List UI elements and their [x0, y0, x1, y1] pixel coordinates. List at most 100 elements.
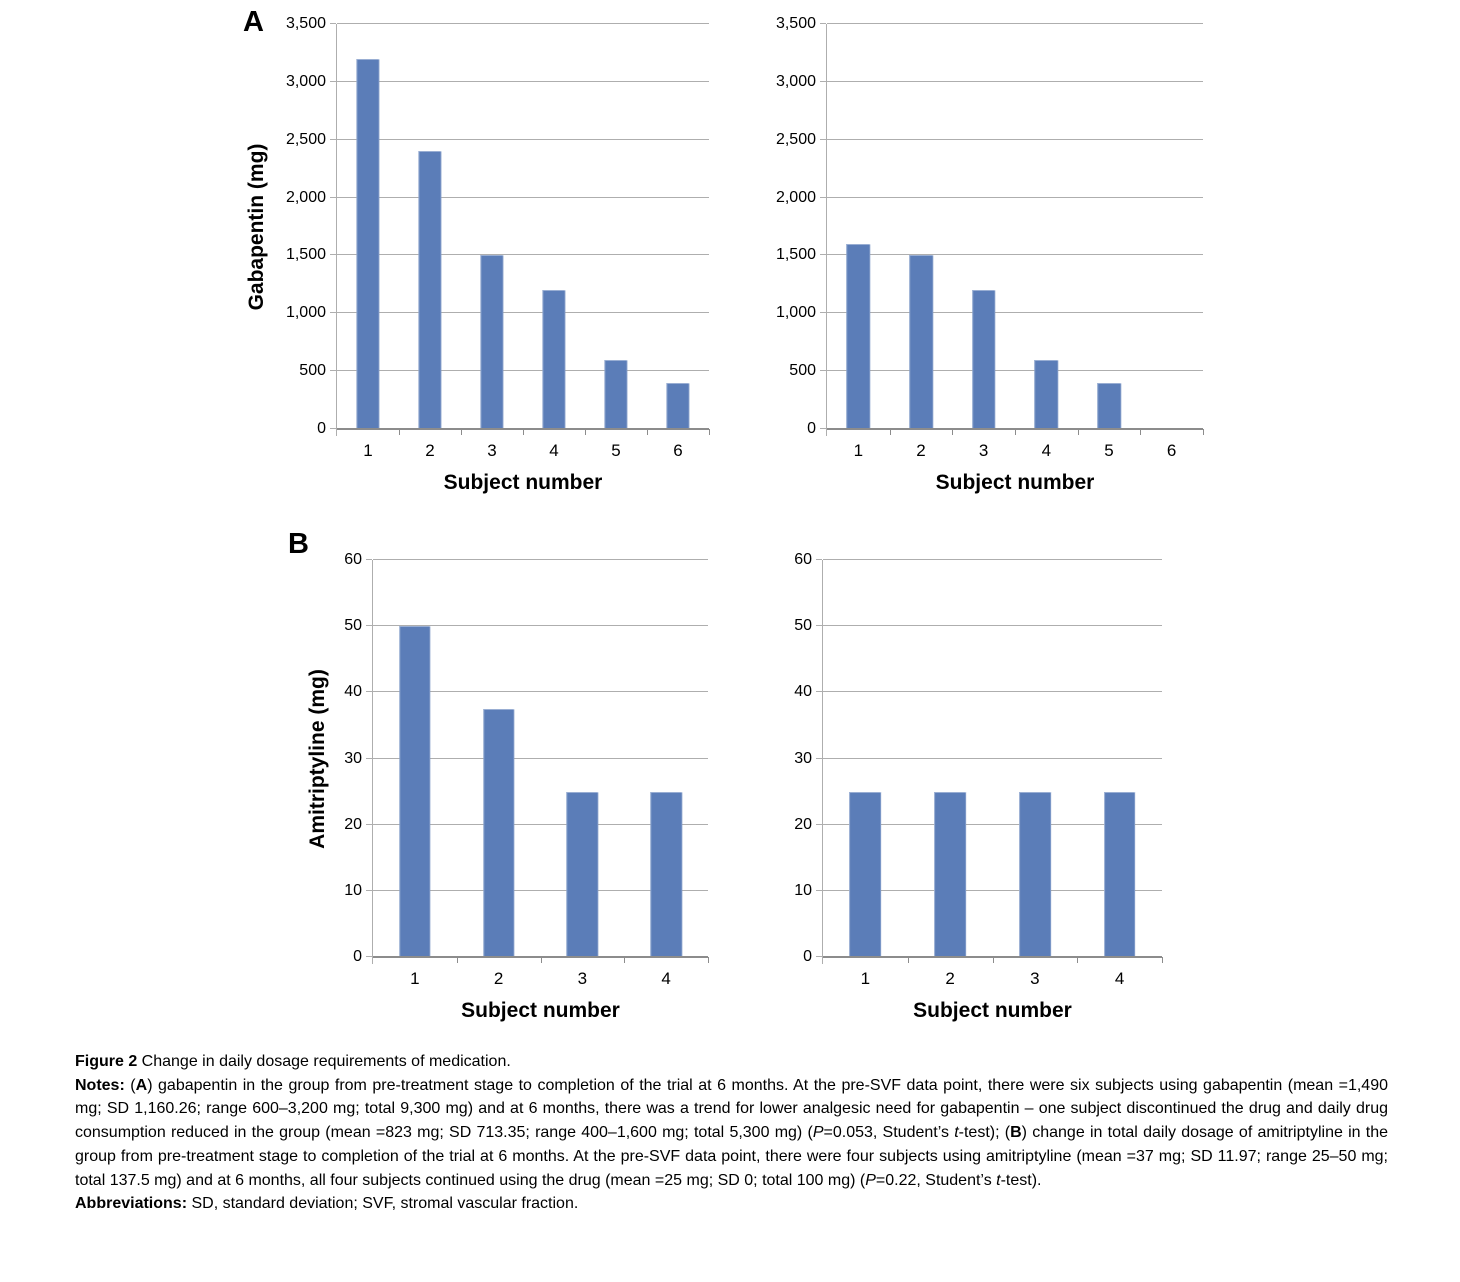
- x-tick-mark: [523, 429, 524, 435]
- figure-title-line: Figure 2 Change in daily dosage requirem…: [75, 1050, 1388, 1074]
- y-tick-mark: [330, 196, 336, 198]
- x-tick-label: 4: [1114, 969, 1125, 988]
- chart-amitriptyline-pretreatment: 0 10 20 30 40 50 60 1 2 3 4 Subject number Amitripty…: [306, 551, 709, 1022]
- x-tick-label: 6: [1166, 441, 1177, 460]
- x-tick-mark: [1203, 429, 1204, 435]
- bar-subject-1: [356, 58, 380, 429]
- y-tick-mark: [330, 254, 336, 256]
- gridline: [823, 691, 1162, 693]
- bar-subject-2: [482, 708, 515, 957]
- y-tick-label: 30: [794, 749, 812, 767]
- x-tick-mark: [456, 957, 458, 963]
- y-tick-label: 2,000: [775, 188, 816, 206]
- y-tick-mark: [330, 80, 336, 82]
- gridline: [827, 23, 1203, 24]
- x-tick-mark: [461, 429, 462, 435]
- x-axis-title: Subject number: [461, 999, 620, 1022]
- y-axis-line: [372, 560, 373, 964]
- y-tick-mark: [820, 254, 826, 256]
- y-tick-label: 1,000: [285, 304, 326, 322]
- gridline: [337, 370, 709, 372]
- x-tick-mark: [624, 957, 626, 963]
- x-tick-label: 5: [611, 441, 621, 460]
- y-tick-label: 30: [344, 749, 362, 767]
- gridline: [827, 254, 1203, 256]
- gridline: [337, 80, 709, 82]
- x-tick-label: 1: [410, 969, 420, 988]
- y-tick-mark: [816, 691, 822, 693]
- y-tick-label: 0: [317, 420, 326, 437]
- y-tick-label: 1,500: [775, 246, 816, 264]
- y-tick-mark: [820, 23, 826, 24]
- x-tick-mark: [540, 957, 542, 963]
- gridline: [337, 138, 709, 140]
- y-tick-mark: [366, 625, 372, 627]
- x-tick-mark: [1162, 957, 1163, 963]
- x-tick-label: 1: [853, 441, 864, 460]
- figure-caption: Figure 2 Change in daily dosage requirem…: [75, 1050, 1388, 1216]
- y-tick-mark: [816, 823, 822, 825]
- gridline: [823, 889, 1162, 891]
- bar-subject-2: [934, 791, 967, 957]
- gridline: [827, 370, 1203, 372]
- gridline: [337, 312, 709, 314]
- bar-subject-1: [849, 791, 882, 957]
- y-tick-mark: [816, 625, 822, 627]
- y-tick-label: 3,000: [775, 72, 816, 90]
- y-tick-mark: [820, 80, 826, 82]
- figure-notes: Notes: (A) gabapentin in the group from …: [75, 1076, 1389, 1189]
- x-tick-label: 1: [860, 969, 871, 988]
- x-tick-label: 4: [549, 441, 559, 460]
- y-tick-label: 40: [794, 683, 812, 701]
- x-tick-mark: [647, 429, 648, 435]
- bar-subject-1: [846, 243, 871, 429]
- y-tick-label: 0: [353, 948, 362, 965]
- y-tick-label: 50: [794, 617, 812, 635]
- bar-subject-3: [480, 255, 504, 429]
- y-tick-label: 1,500: [285, 246, 326, 264]
- x-tick-label: 2: [945, 969, 955, 988]
- figure-abbreviations: Abbreviations: SD, standard deviation; S…: [75, 1192, 1388, 1216]
- bar-subject-4: [1103, 791, 1136, 957]
- y-tick-mark: [366, 889, 372, 891]
- y-tick-mark: [366, 691, 372, 693]
- notes-label: Notes:: [75, 1076, 125, 1094]
- gridline: [823, 823, 1162, 825]
- x-tick-mark: [399, 429, 400, 435]
- y-tick-mark: [820, 370, 826, 372]
- x-tick-mark: [1140, 429, 1142, 435]
- y-axis-line: [826, 24, 827, 436]
- y-axis-title: Gabapentin (mg): [245, 143, 268, 310]
- gridline: [823, 625, 1162, 627]
- bar-subject-4: [650, 791, 682, 957]
- gridline: [373, 559, 708, 560]
- bar-subject-3: [971, 290, 996, 429]
- gridline: [373, 757, 708, 759]
- y-tick-mark: [820, 428, 826, 429]
- y-tick-mark: [816, 889, 822, 891]
- bar-subject-3: [566, 791, 599, 957]
- gridline: [337, 196, 709, 198]
- x-tick-mark: [1077, 957, 1079, 963]
- y-tick-mark: [330, 428, 336, 429]
- y-tick-label: 0: [807, 420, 816, 437]
- y-tick-mark: [366, 956, 372, 957]
- chart-amitriptyline-6months: 0 10 20 30 40 50 60 1 2 3 4 Subject number: [794, 551, 1163, 1022]
- x-tick-label: 4: [661, 969, 671, 988]
- x-tick-mark: [907, 957, 909, 963]
- bar-subject-4: [1034, 359, 1059, 429]
- x-tick-label: 2: [493, 969, 504, 988]
- x-tick-mark: [585, 429, 586, 435]
- y-tick-label: 3,000: [285, 72, 326, 90]
- x-tick-mark: [1015, 429, 1016, 435]
- y-tick-label: 20: [794, 815, 812, 833]
- bar-subject-5: [1097, 382, 1121, 429]
- y-tick-mark: [820, 312, 826, 314]
- bar-subject-4: [542, 290, 566, 429]
- y-tick-label: 20: [344, 815, 362, 833]
- y-tick-mark: [366, 823, 372, 825]
- y-tick-mark: [820, 138, 826, 140]
- x-tick-label: 3: [1030, 969, 1040, 988]
- y-tick-mark: [366, 559, 372, 560]
